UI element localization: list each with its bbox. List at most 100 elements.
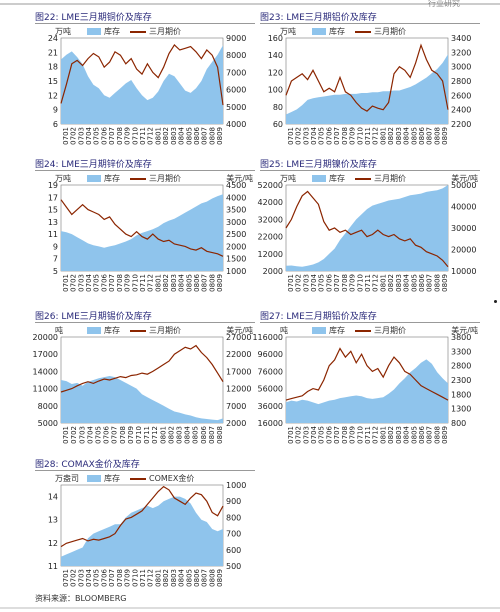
chart-legend: 库存 三月期价 [87, 325, 181, 336]
price-line [285, 43, 449, 112]
x-tick-label: 0706 [100, 568, 108, 586]
right-tick-label: 1500 [226, 255, 246, 264]
x-tick-label: 0712 [147, 127, 155, 145]
x-tick-label: 0708 [116, 274, 124, 292]
x-tick-label: 0803 [170, 274, 178, 292]
price-line [60, 43, 224, 106]
left-tick-label: 7 [53, 255, 58, 264]
right-tick-label: 800 [451, 419, 466, 428]
left-tick-label: 18 [48, 63, 58, 72]
left-tick-label: 140 [268, 51, 283, 60]
chart-legend: 库存 三月期价 [312, 26, 406, 37]
x-tick-label: 0805 [185, 274, 193, 292]
left-tick-label: 8000 [38, 402, 58, 411]
x-tick-label: 0702 [70, 569, 78, 587]
x-tick-label: 0805 [185, 569, 193, 587]
legend-label-price: 三月期价 [374, 174, 406, 183]
x-tick-label: 0806 [193, 568, 201, 586]
x-tick-label: 0804 [178, 126, 186, 144]
left-axis-unit: 万吨 [280, 27, 296, 36]
x-tick-label: 0809 [216, 127, 224, 145]
inventory-area [61, 496, 223, 566]
chart-title: 图27: LME三月期铅价及库存 [260, 309, 480, 323]
left-tick-label: 56000 [258, 385, 283, 394]
x-tick-label: 0809 [441, 426, 449, 444]
left-tick-label: 120 [268, 68, 283, 77]
x-tick-label: 0704 [310, 126, 318, 144]
left-tick-label: 20000 [33, 333, 58, 342]
x-tick-label: 0804 [403, 273, 411, 291]
legend-swatch-price [130, 177, 146, 180]
x-tick-label: 0712 [147, 569, 155, 587]
x-tick-label: 0710 [135, 426, 143, 444]
x-tick-label: 0808 [433, 274, 441, 292]
x-tick-label: 0808 [433, 127, 441, 145]
left-tick-label: 9 [53, 106, 58, 115]
x-tick-label: 0804 [178, 273, 186, 291]
x-tick-label: 0807 [426, 127, 434, 145]
legend-label-price: 三月期价 [374, 27, 406, 36]
x-tick-label: 0802 [387, 274, 395, 292]
chart-panel-nickel: 图25: LME三月期镍价及库存 万吨 美元/吨 库存 三月期价 2000 12000 220… [258, 157, 480, 297]
left-tick-label: 15 [48, 206, 58, 215]
x-tick-label: 0803 [395, 426, 403, 444]
x-tick-label: 0704 [310, 425, 318, 443]
left-tick-label: 21 [48, 48, 58, 57]
legend-swatch-inventory [312, 175, 326, 182]
x-tick-label: 0706 [325, 425, 333, 443]
right-axis-unit: 美元/吨 [451, 174, 478, 183]
x-tick-label: 0801 [159, 426, 167, 444]
x-tick-label: 0803 [170, 569, 178, 587]
x-tick-label: 0809 [216, 274, 224, 292]
legend-swatch-price [130, 477, 146, 480]
right-tick-label: 6000 [226, 86, 246, 95]
chart-svg: 2000 12000 22000 32000 42000 52000 10000 20000 3… [258, 181, 477, 292]
right-tick-label: 10000 [451, 267, 476, 276]
right-tick-label: 900 [226, 497, 241, 506]
x-tick-label: 0802 [387, 127, 395, 145]
footer-rule [0, 607, 500, 609]
chart-panel-lead: 图27: LME三月期铅价及库存吨 美元/吨 库存 三月期价 16000 36000 560… [252, 309, 480, 449]
x-tick-label: 0806 [193, 126, 201, 144]
chart-panel-gold: 图28: COMAX金价及库存 万盎司 库存 COMEX金价 11 12 13 14 500 60… [35, 457, 255, 592]
x-tick-label: 0710 [356, 127, 364, 145]
right-tick-label: 7000 [226, 68, 246, 77]
right-axis-unit: 美元/吨 [226, 174, 253, 183]
header-rule [0, 3, 500, 5]
legend-label-inventory: 库存 [329, 27, 345, 36]
right-tick-label: 3200 [451, 48, 471, 57]
left-tick-label: 12 [48, 91, 58, 100]
right-axis-unit: 美元/吨 [226, 326, 253, 335]
x-tick-label: 0701 [62, 274, 70, 292]
inventory-area [61, 376, 223, 423]
right-tick-label: 1000 [226, 267, 246, 276]
left-tick-label: 15 [48, 77, 58, 86]
x-tick-label: 0804 [403, 126, 411, 144]
chart-legend: 库存 COMEX金价 [87, 473, 194, 484]
x-tick-label: 0702 [295, 274, 303, 292]
x-tick-label: 0710 [356, 274, 364, 292]
x-tick-label: 0803 [395, 127, 403, 145]
chart-svg: 5000 8000 11000 14000 17000 20000 2000 7000 1200… [33, 333, 252, 444]
x-tick-label: 0701 [62, 127, 70, 145]
chart-svg: 60 80 100 120 140 160 2200 2400 2600 2800 3000 3200… [268, 34, 472, 145]
x-tick-label: 0703 [77, 127, 85, 145]
price-line [285, 190, 449, 268]
legend-swatch-price [130, 329, 146, 332]
left-tick-label: 14000 [33, 367, 58, 376]
left-tick-label: 80 [273, 103, 283, 112]
x-tick-label: 0705 [93, 127, 101, 145]
x-tick-label: 0802 [162, 274, 170, 292]
x-tick-label: 0712 [372, 426, 380, 444]
x-tick-label: 0703 [302, 274, 310, 292]
x-tick-label: 0706 [325, 126, 333, 144]
x-tick-label: 0703 [77, 274, 85, 292]
right-tick-label: 30000 [451, 224, 476, 233]
x-tick-label: 0803 [170, 127, 178, 145]
left-tick-label: 14 [48, 493, 58, 502]
x-tick-label: 0709 [124, 127, 132, 145]
chart-title: 图24: LME三月期锌价及库存 [35, 157, 255, 171]
x-tick-label: 0801 [154, 127, 162, 145]
left-tick-label: 12000 [258, 250, 283, 259]
right-tick-label: 600 [226, 546, 241, 555]
